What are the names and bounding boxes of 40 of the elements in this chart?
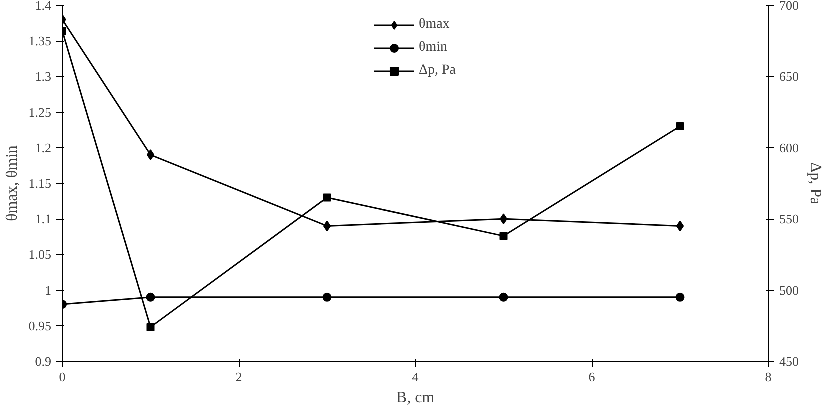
point (146, 323, 155, 332)
point (323, 220, 332, 232)
y-tick-label: 0.95 (28, 318, 52, 334)
y2-axis-title: Δp, Pa (807, 162, 824, 205)
point (146, 150, 155, 161)
legend-label: θmin (418, 40, 448, 56)
y-tick-label: 1.25 (28, 104, 52, 120)
point (499, 292, 508, 302)
y-tick-label: 1.1 (35, 212, 52, 227)
y-tick-label: 1.05 (28, 247, 52, 262)
point (500, 214, 508, 225)
y2-tick-label: 500 (780, 282, 799, 298)
y-tick-label: 1.3 (35, 69, 52, 84)
y-tick-label: 0.9 (35, 354, 52, 369)
x-tick-label: 4 (412, 370, 420, 384)
x-tick-label: 6 (588, 370, 596, 384)
legend-label: Δp, Pa (418, 63, 456, 79)
point (322, 292, 332, 302)
x-axis-title: B, cm (396, 390, 436, 406)
y2-tick-label: 550 (780, 212, 799, 227)
y2-tick-label: 450 (780, 354, 799, 369)
y2-tick-label: 700 (780, 0, 799, 13)
point (146, 292, 156, 302)
y2-tick-label: 650 (780, 69, 799, 84)
y-tick-label: 1.2 (35, 140, 52, 156)
point (676, 220, 684, 232)
y2-tick-label: 600 (780, 140, 799, 156)
x-tick-label: 2 (236, 370, 242, 384)
point (323, 194, 332, 202)
y-axis-title: θmax, θmin (4, 146, 21, 222)
y-tick-label: 1 (45, 282, 52, 298)
x-tick-label: 0 (59, 370, 66, 384)
x-tick-label: 8 (765, 370, 772, 384)
y-tick-label: 1.15 (28, 176, 52, 191)
point (676, 122, 684, 131)
point (676, 292, 685, 302)
legend-label: θmax (418, 17, 450, 33)
point (500, 232, 508, 240)
y-tick-label: 1.35 (28, 34, 52, 49)
y-tick-label: 1.4 (35, 0, 52, 13)
